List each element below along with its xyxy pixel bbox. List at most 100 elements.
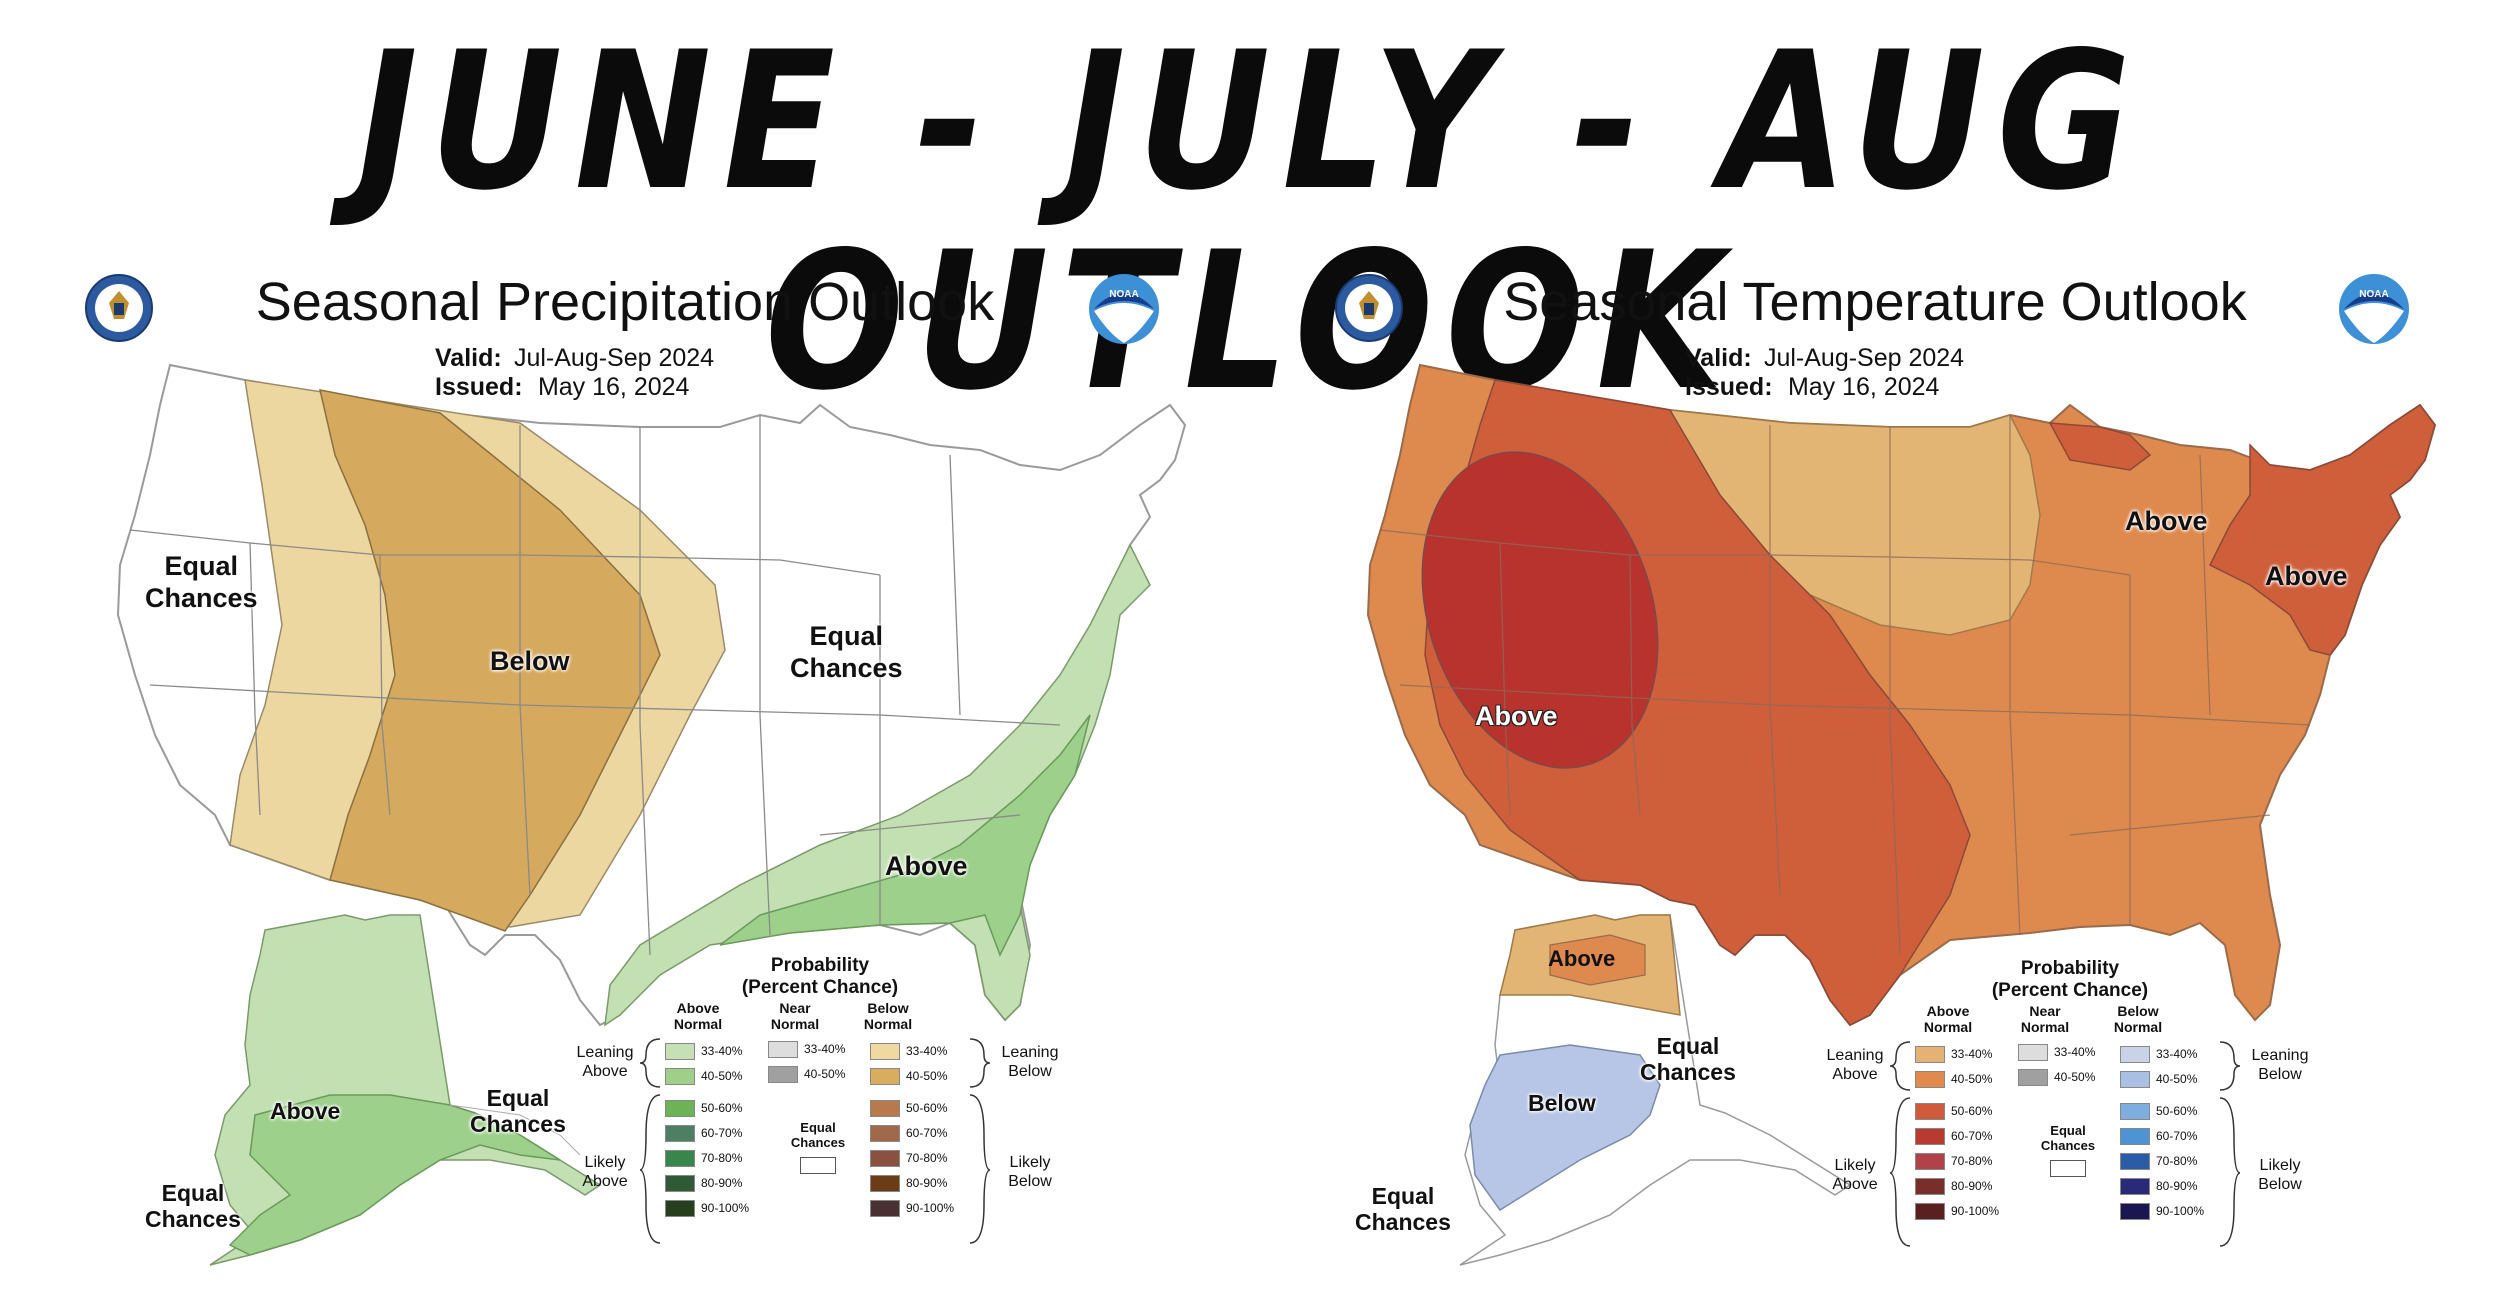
map-label-above-mi: Above xyxy=(2125,506,2208,536)
legend-likely-below: Likely Below xyxy=(1008,1154,1052,1190)
legend-swatch-above xyxy=(1915,1153,1945,1170)
legend-range-below: 80-90% xyxy=(2156,1179,2198,1193)
panel-title: Seasonal Precipitation Outlook xyxy=(255,272,995,332)
legend-swatch-above xyxy=(665,1175,695,1192)
legend-likely-above: Likely Above xyxy=(582,1154,628,1190)
map-label-equal-ak-east: Equal Chances xyxy=(470,1085,566,1137)
legend-range-below: 33-40% xyxy=(906,1044,948,1058)
legend-range-above: 50-60% xyxy=(1951,1104,1993,1118)
precipitation-legend: Probability (Percent Chance) Above Normal … xyxy=(570,955,1090,1285)
legend-col-below: Below Normal xyxy=(2113,1003,2163,1035)
legend-swatch-near xyxy=(768,1066,798,1083)
svg-text:NOAA: NOAA xyxy=(2359,289,2388,300)
legend-swatch-above xyxy=(1915,1178,1945,1195)
map-label-equal-ak-sw: Equal Chances xyxy=(1355,1183,1451,1235)
legend-leaning-below: Leaning Below xyxy=(1001,1044,1059,1080)
legend-range-above: 80-90% xyxy=(1951,1179,1993,1193)
legend-range-below: 33-40% xyxy=(2156,1047,2198,1061)
legend-swatch-above xyxy=(665,1100,695,1117)
temperature-panel: NOAA Seasonal Temperature Outlook Valid:… xyxy=(1250,255,2500,1289)
panel-title: Seasonal Temperature Outlook xyxy=(1503,272,2247,332)
valid-dates: Valid: Jul-Aug-Sep 2024 xyxy=(1685,344,1965,372)
map-label-above-sw: Above xyxy=(1475,701,1558,731)
legend-range-near: 33-40% xyxy=(2054,1045,2096,1059)
map-label-above-ak: Above xyxy=(270,1098,341,1124)
legend-swatch-below xyxy=(2120,1203,2150,1220)
issued-date: Issued: May 16, 2024 xyxy=(435,373,690,401)
legend-col-near: Near Normal xyxy=(2020,1003,2070,1035)
legend-swatch-below xyxy=(870,1200,900,1217)
legend-swatch-near xyxy=(2018,1044,2048,1061)
state-boundaries xyxy=(1379,415,2311,956)
legend-range-below: 60-70% xyxy=(906,1126,948,1140)
legend-range-above: 33-40% xyxy=(701,1044,743,1058)
legend-range-below: 40-50% xyxy=(906,1069,948,1083)
legend-swatch-below xyxy=(870,1175,900,1192)
legend-range-above: 60-70% xyxy=(1951,1129,1993,1143)
legend-swatch-near xyxy=(2018,1069,2048,1086)
legend-range-above: 70-80% xyxy=(1951,1154,1993,1168)
region-northeast-above xyxy=(2208,403,2436,656)
legend-swatch-below xyxy=(2120,1103,2150,1120)
legend-range-above: 70-80% xyxy=(701,1151,743,1165)
legend-title: Probability (Percent Chance) xyxy=(741,955,899,998)
legend-swatch-above xyxy=(1915,1128,1945,1145)
legend-swatch-above xyxy=(1915,1046,1945,1063)
legend-likely-below: Likely Below xyxy=(2258,1157,2302,1193)
legend-leaning-below: Leaning Below xyxy=(2251,1047,2309,1083)
legend-col-above: Above Normal xyxy=(673,1000,723,1032)
legend-swatch-above xyxy=(1915,1103,1945,1120)
legend-range-near: 33-40% xyxy=(804,1042,846,1056)
legend-range-above: 80-90% xyxy=(701,1176,743,1190)
doc-seal-icon xyxy=(1335,274,1403,342)
legend-range-above: 90-100% xyxy=(701,1201,750,1215)
alaska-below xyxy=(1469,1044,1661,1212)
legend-swatch-near xyxy=(768,1041,798,1058)
alaska-east-coast xyxy=(449,1104,581,1156)
legend-range-below: 90-100% xyxy=(2156,1204,2205,1218)
region-above xyxy=(719,714,1091,957)
legend-range-below: 80-90% xyxy=(906,1176,948,1190)
legend-swatch-above xyxy=(1915,1071,1945,1088)
valid-dates: Valid: Jul-Aug-Sep 2024 xyxy=(435,344,715,372)
map-label-equal-ak: Equal Chances xyxy=(1640,1033,1736,1085)
legend-likely-above: Likely Above xyxy=(1832,1157,1878,1193)
map-label-above-se: Above xyxy=(885,851,968,881)
noaa-logo-icon: NOAA xyxy=(1089,274,1159,344)
legend-range-near: 40-50% xyxy=(804,1067,846,1081)
doc-seal-icon xyxy=(85,274,153,342)
legend-swatch-above xyxy=(665,1125,695,1142)
legend-equal-chances-swatch xyxy=(800,1157,836,1174)
legend-swatch-below xyxy=(870,1068,900,1085)
legend-swatch-below xyxy=(870,1043,900,1060)
temperature-legend: Probability (Percent Chance) Above Normal … xyxy=(1820,958,2340,1288)
legend-swatch-below xyxy=(870,1100,900,1117)
legend-range-above: 33-40% xyxy=(1951,1047,1993,1061)
legend-swatch-below xyxy=(2120,1128,2150,1145)
legend-swatch-below xyxy=(2120,1178,2150,1195)
headline: JUNE - JULY - AUG OUTLOOK xyxy=(356,11,2144,432)
legend-range-above: 50-60% xyxy=(701,1101,743,1115)
legend-range-above: 40-50% xyxy=(701,1069,743,1083)
region-michigan-above xyxy=(2048,422,2152,471)
legend-col-near: Near Normal xyxy=(770,1000,820,1032)
legend-swatch-below xyxy=(2120,1153,2150,1170)
legend-range-below: 40-50% xyxy=(2156,1072,2198,1086)
map-label-below-ak: Below xyxy=(1528,1090,1596,1116)
legend-swatch-above xyxy=(1915,1203,1945,1220)
legend-range-above: 40-50% xyxy=(1951,1072,1993,1086)
temperature-map xyxy=(1366,363,2437,1266)
legend-range-below: 70-80% xyxy=(2156,1154,2198,1168)
legend-swatch-above xyxy=(665,1068,695,1085)
legend-range-below: 60-70% xyxy=(2156,1129,2198,1143)
legend-leaning-above: Leaning Above xyxy=(1826,1047,1884,1083)
legend-swatch-below xyxy=(2120,1071,2150,1088)
issued-date: Issued: May 16, 2024 xyxy=(1685,373,1940,401)
legend-swatch-above xyxy=(665,1150,695,1167)
precipitation-panel: NOAA Seasonal Precipitation Outlook Vali… xyxy=(0,255,1250,1289)
legend-braces xyxy=(639,1038,991,1244)
legend-braces xyxy=(1889,1041,2241,1247)
map-label-equal-ak-sw: Equal Chances xyxy=(145,1180,241,1232)
svg-text:NOAA: NOAA xyxy=(1109,289,1138,300)
legend-range-near: 40-50% xyxy=(2054,1070,2096,1084)
